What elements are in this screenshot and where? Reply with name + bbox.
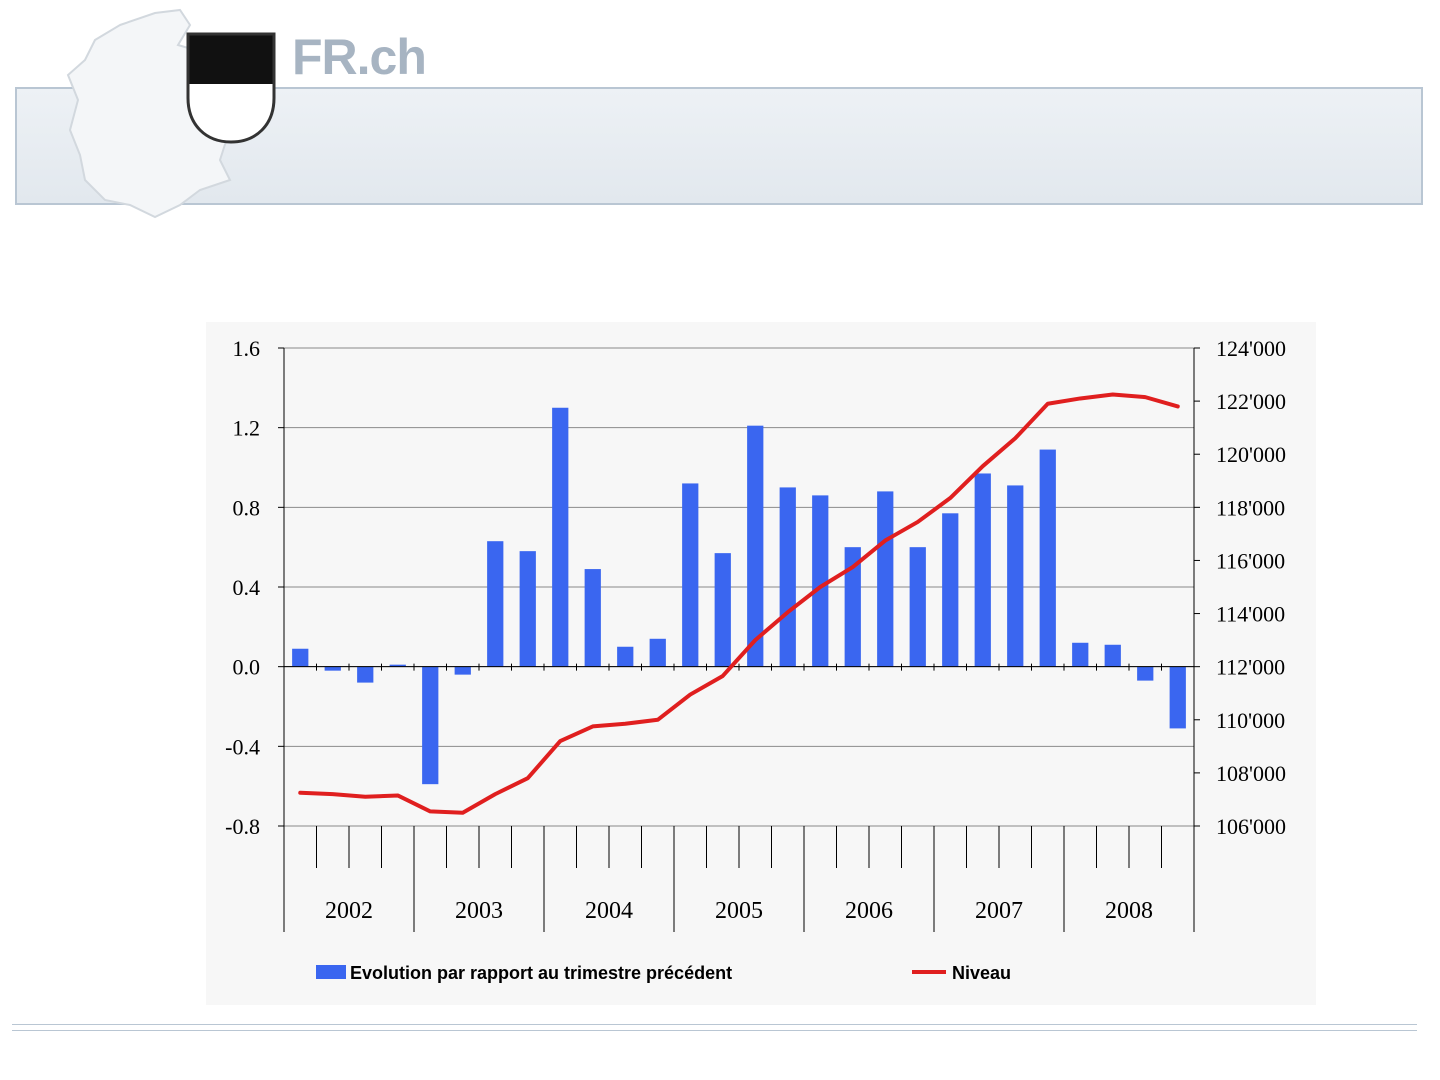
bar-23 <box>1007 485 1024 667</box>
bar-21 <box>942 513 959 667</box>
year-label: 2003 <box>455 898 503 924</box>
legend-bar-swatch <box>316 965 346 979</box>
bar-26 <box>1104 644 1121 667</box>
right-axis-tick-label: 124'000 <box>1216 336 1286 361</box>
bar-17 <box>812 495 829 667</box>
right-axis-tick-label: 120'000 <box>1216 442 1286 467</box>
site-logo-text[interactable]: FR.ch <box>292 29 427 85</box>
chart-panel: -0.8 -0.4 0.0 0.4 0.8 1.2 1.6 106'000 108'000 110… <box>206 322 1316 1005</box>
bar-12 <box>649 638 666 667</box>
bar-5 <box>422 666 439 785</box>
bar-7 <box>487 541 504 667</box>
year-label: 2007 <box>975 898 1023 924</box>
right-axis-tick-label: 112'000 <box>1216 655 1285 680</box>
bar-19 <box>877 491 894 667</box>
year-label: 2008 <box>1105 898 1153 924</box>
right-axis-tick-label: 106'000 <box>1216 814 1286 839</box>
bar-20 <box>909 547 926 667</box>
left-axis-tick-label: 0.4 <box>233 575 261 600</box>
bar-24 <box>1039 449 1056 667</box>
bar-15 <box>747 425 764 667</box>
bar-8 <box>519 551 536 667</box>
bar-16 <box>779 487 796 667</box>
bar-28 <box>1169 666 1186 729</box>
combo-chart: -0.8 -0.4 0.0 0.4 0.8 1.2 1.6 106'000 108'000 110… <box>225 336 1286 983</box>
year-label: 2006 <box>845 898 893 924</box>
bar-1 <box>292 648 309 667</box>
right-axis-tick-label: 116'000 <box>1216 548 1285 573</box>
bar-9 <box>552 407 569 667</box>
bar-3 <box>357 666 374 683</box>
year-label: 2004 <box>585 898 633 924</box>
right-axis-tick-label: 110'000 <box>1216 708 1285 733</box>
left-axis-tick-label: 1.2 <box>233 416 261 441</box>
legend-bar-label: Evolution par rapport au trimestre précé… <box>350 963 732 983</box>
legend-line-label: Niveau <box>952 963 1011 983</box>
bar-18 <box>844 547 861 667</box>
right-axis-tick-label: 118'000 <box>1216 495 1285 520</box>
right-axis-tick-label: 108'000 <box>1216 761 1286 786</box>
right-axis-tick-label: 122'000 <box>1216 389 1286 414</box>
year-label: 2002 <box>325 898 373 924</box>
fribourg-crest-icon <box>186 32 276 144</box>
bar-22 <box>974 473 991 667</box>
bar-4 <box>389 664 406 667</box>
niveau-line <box>298 392 1180 815</box>
bar-2 <box>324 666 341 671</box>
bar-25 <box>1072 642 1089 667</box>
bar-10 <box>584 569 601 667</box>
bar-14 <box>714 553 731 667</box>
bar-6 <box>454 666 471 675</box>
bar-27 <box>1137 666 1154 681</box>
year-label: 2005 <box>715 898 763 924</box>
bar-11 <box>617 646 634 667</box>
footer-divider <box>12 1024 1417 1031</box>
left-axis-tick-label: 0.0 <box>233 655 261 680</box>
bar-13 <box>682 483 699 667</box>
left-axis-tick-label: -0.8 <box>225 814 260 839</box>
right-axis-tick-label: 114'000 <box>1216 602 1285 627</box>
left-axis-tick-label: 0.8 <box>233 495 261 520</box>
left-axis-tick-label: 1.6 <box>233 336 261 361</box>
left-axis-tick-label: -0.4 <box>225 734 260 759</box>
